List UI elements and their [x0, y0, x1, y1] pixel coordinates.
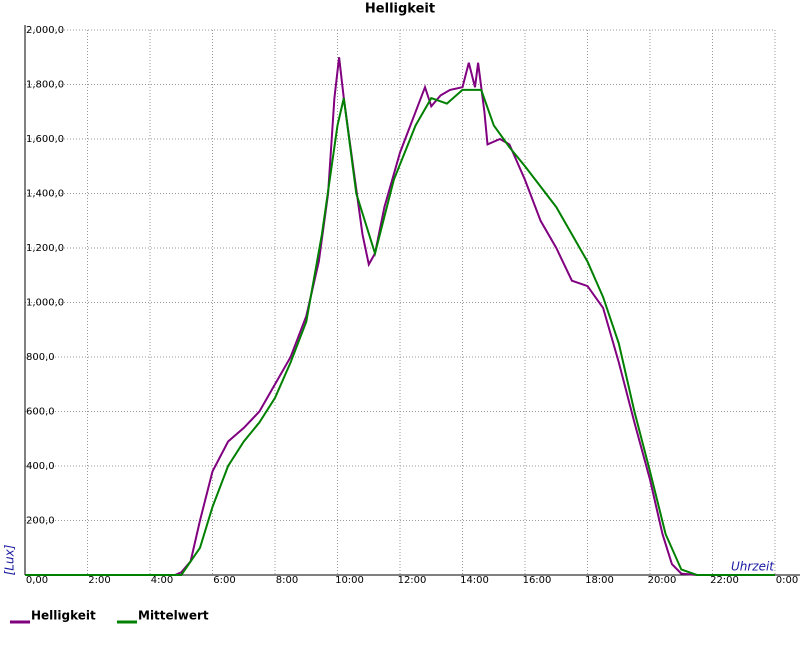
- x-tick-label: 22:00: [710, 575, 739, 586]
- series-line: [25, 88, 775, 576]
- y-tick-label: 1,400,0: [26, 189, 64, 200]
- x-tick-label: 20:00: [648, 575, 677, 586]
- x-tick-label: 6:00: [213, 575, 235, 586]
- legend-label: Mittelwert: [138, 609, 209, 623]
- y-tick-label: 800,0: [26, 352, 55, 363]
- y-tick-label: 400,0: [26, 461, 55, 472]
- y-tick-label: 2,000,0: [26, 25, 64, 36]
- chart-title: Helligkeit: [365, 2, 435, 17]
- y-axis-label: [Lux]: [3, 544, 17, 575]
- x-tick-label: 16:00: [523, 575, 552, 586]
- x-tick-label: 18:00: [585, 575, 614, 586]
- x-tick-label: 14:00: [460, 575, 489, 586]
- y-tick-label: 1,800,0: [26, 80, 64, 91]
- y-tick-label: 600,0: [26, 407, 55, 418]
- legend-label: Helligkeit: [31, 609, 96, 623]
- series-line: [25, 57, 775, 576]
- x-axis-label: Uhrzeit: [731, 560, 775, 574]
- x-tick-label: 0:00: [776, 575, 798, 586]
- y-tick-label: 1,200,0: [26, 243, 64, 254]
- y-tick-label: 200,0: [26, 516, 55, 527]
- x-tick-label: 0,00: [26, 575, 48, 586]
- x-tick-label: 2:00: [88, 575, 110, 586]
- x-tick-label: 4:00: [151, 575, 173, 586]
- y-tick-label: 1,600,0: [26, 134, 64, 145]
- x-tick-label: 8:00: [276, 575, 298, 586]
- x-tick-label: 10:00: [335, 575, 364, 586]
- y-tick-label: 1,000,0: [26, 298, 64, 309]
- x-tick-label: 12:00: [398, 575, 427, 586]
